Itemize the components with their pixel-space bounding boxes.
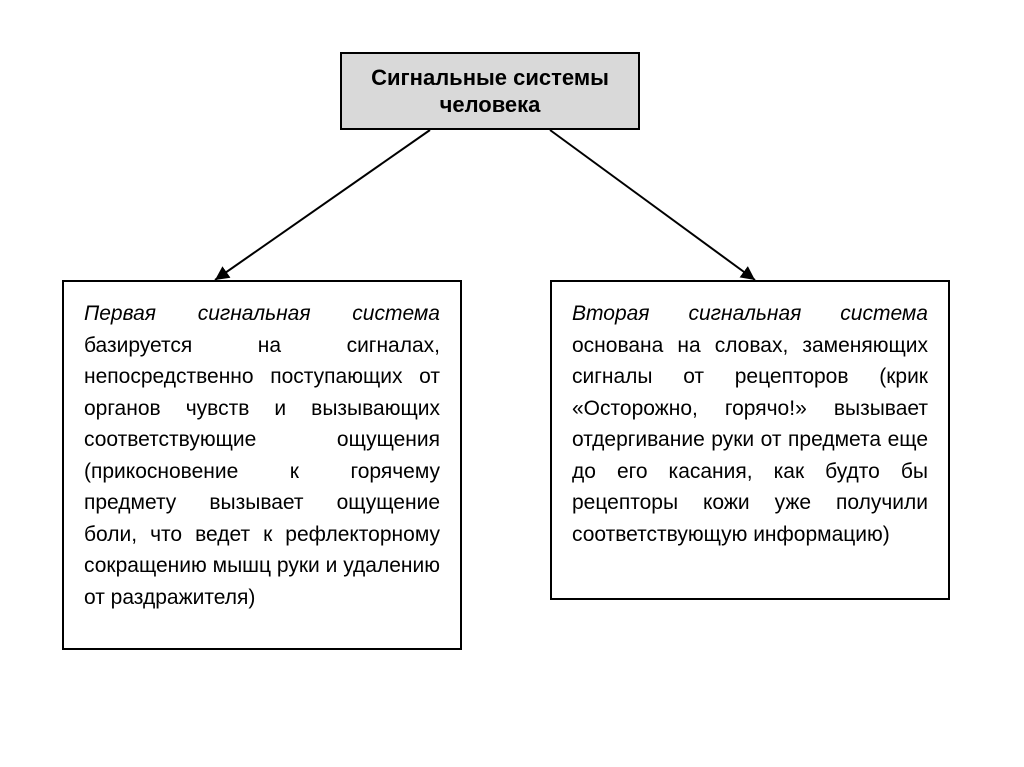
root-title-text: Сигнальные системы человека xyxy=(352,64,628,119)
child-title-second-signal-system: Вторая сигнальная система xyxy=(572,302,928,325)
child-box-first-signal-system: Первая сигнальная система базируется на … xyxy=(62,280,462,650)
child-title-first-signal-system: Первая сигнальная система xyxy=(84,302,440,325)
child-body-first-signal-system: базируется на сигналах, непосредственно … xyxy=(84,334,440,609)
connector-line-right xyxy=(550,130,755,280)
child-box-second-signal-system: Вторая сигнальная система основана на сл… xyxy=(550,280,950,600)
child-text-second-signal-system: Вторая сигнальная система основана на сл… xyxy=(572,298,928,550)
root-title-box: Сигнальные системы человека xyxy=(340,52,640,130)
child-body-second-signal-system: основана на словах, заменяющих сигналы о… xyxy=(572,334,928,546)
child-text-first-signal-system: Первая сигнальная система базируется на … xyxy=(84,298,440,613)
connector-line-left xyxy=(215,130,430,280)
